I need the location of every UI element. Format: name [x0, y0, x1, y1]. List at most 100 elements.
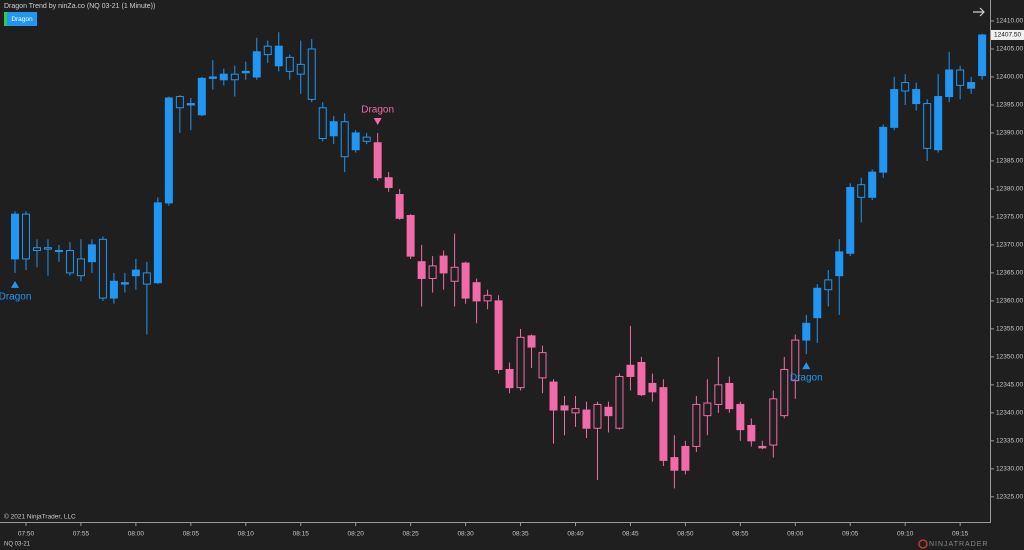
candle-body [428, 265, 437, 279]
candle-body [637, 361, 646, 396]
x-tick-label: 07:50 [18, 531, 35, 538]
candle-body [494, 300, 503, 370]
candle-body [87, 244, 96, 263]
candle-body [98, 238, 107, 299]
y-tick-label: 12350.00 [996, 354, 1023, 361]
candle-body [527, 335, 536, 348]
candle-body [714, 384, 723, 405]
candle-body [263, 45, 272, 56]
x-tick-label: 08:40 [567, 531, 584, 538]
candle-body [65, 250, 74, 274]
candle-body [681, 445, 690, 471]
candle-body [142, 272, 151, 285]
candle-body [417, 261, 426, 279]
y-tick-label: 12330.00 [996, 466, 1023, 473]
candle-body [879, 126, 888, 173]
x-tick-label: 08:10 [238, 531, 255, 538]
copyright: © 2021 NinjaTrader, LLC [4, 513, 76, 521]
x-tick-label: 08:20 [348, 531, 365, 538]
y-tick-label: 12400.00 [996, 74, 1023, 81]
logo: NINJATRADER [929, 541, 988, 548]
candle-body [758, 445, 767, 449]
x-tick-label: 08:45 [622, 531, 639, 538]
candle-body [648, 382, 657, 393]
candle-body [373, 142, 382, 179]
candle-body [120, 282, 129, 285]
candle-body [560, 405, 569, 411]
candle-body [32, 247, 41, 252]
candle-body [516, 336, 525, 389]
y-tick-label: 12365.00 [996, 270, 1023, 277]
button-label[interactable]: Dragon [11, 16, 33, 23]
candle-body [835, 251, 844, 277]
y-tick-label: 12380.00 [996, 186, 1023, 193]
candle-body [923, 103, 932, 149]
signal-arrow [11, 280, 19, 288]
candle-body [802, 322, 811, 341]
candle-body [11, 213, 19, 260]
candle-body [659, 387, 668, 461]
y-tick-label: 12375.00 [996, 214, 1023, 221]
y-tick-label: 12360.00 [996, 298, 1023, 305]
candle-body [362, 136, 371, 142]
instrument-label: NQ 03-21 [4, 542, 31, 548]
candle-body [241, 70, 250, 74]
candle-body [857, 184, 866, 198]
candle-body [219, 73, 228, 81]
candle-body [736, 403, 745, 431]
signal-arrow [373, 117, 382, 125]
button-strip [4, 12, 7, 26]
candle-body [505, 368, 514, 389]
candle-body [384, 177, 393, 189]
signal-label: Dragon [0, 292, 31, 303]
candle-body [208, 76, 217, 79]
candle-body [538, 352, 547, 379]
y-tick-label: 12405.00 [996, 46, 1023, 53]
indicator-button[interactable]: Dragon [4, 12, 37, 26]
candle-body [43, 247, 52, 250]
candle-body [329, 121, 338, 137]
candle-body [956, 69, 965, 86]
candle-body [868, 171, 877, 198]
arrow-icon[interactable] [973, 7, 985, 17]
signal-label: Dragon [361, 105, 394, 116]
signal-label: Dragon [790, 373, 823, 384]
candle-body [252, 51, 261, 78]
candle-body [175, 96, 184, 109]
y-tick-label: 12370.00 [996, 242, 1023, 249]
y-tick-label: 12345.00 [996, 382, 1023, 389]
candle-body [307, 48, 316, 100]
candle-body [945, 69, 954, 98]
candle-body [439, 255, 448, 274]
x-tick-label: 08:05 [183, 531, 200, 538]
y-tick-label: 12340.00 [996, 410, 1023, 417]
candle-body [615, 375, 624, 429]
candle-body [285, 56, 294, 72]
x-tick-label: 09:00 [787, 531, 804, 538]
candle-body [318, 107, 327, 140]
candle-body [626, 364, 635, 377]
x-tick-label: 07:55 [73, 531, 90, 538]
last-price-box [991, 29, 1024, 40]
candle-body [725, 382, 734, 410]
x-tick-label: 09:10 [897, 531, 914, 538]
candle-body [472, 282, 481, 302]
candle-body [406, 215, 415, 257]
candle-body [274, 45, 283, 67]
y-tick-label: 12390.00 [996, 130, 1023, 137]
x-tick-label: 08:35 [512, 531, 529, 538]
candle-body [912, 89, 921, 105]
candle-body [604, 406, 613, 417]
candle-body [483, 294, 492, 302]
candle-body [769, 398, 778, 446]
candle-body [890, 89, 899, 128]
x-tick-label: 08:15 [293, 531, 310, 538]
candle-body [813, 287, 822, 319]
candle-body [54, 250, 63, 253]
candle-body [351, 132, 360, 151]
y-tick-label: 12385.00 [996, 158, 1023, 165]
button-bg[interactable] [4, 12, 37, 26]
candle-body [76, 258, 85, 277]
